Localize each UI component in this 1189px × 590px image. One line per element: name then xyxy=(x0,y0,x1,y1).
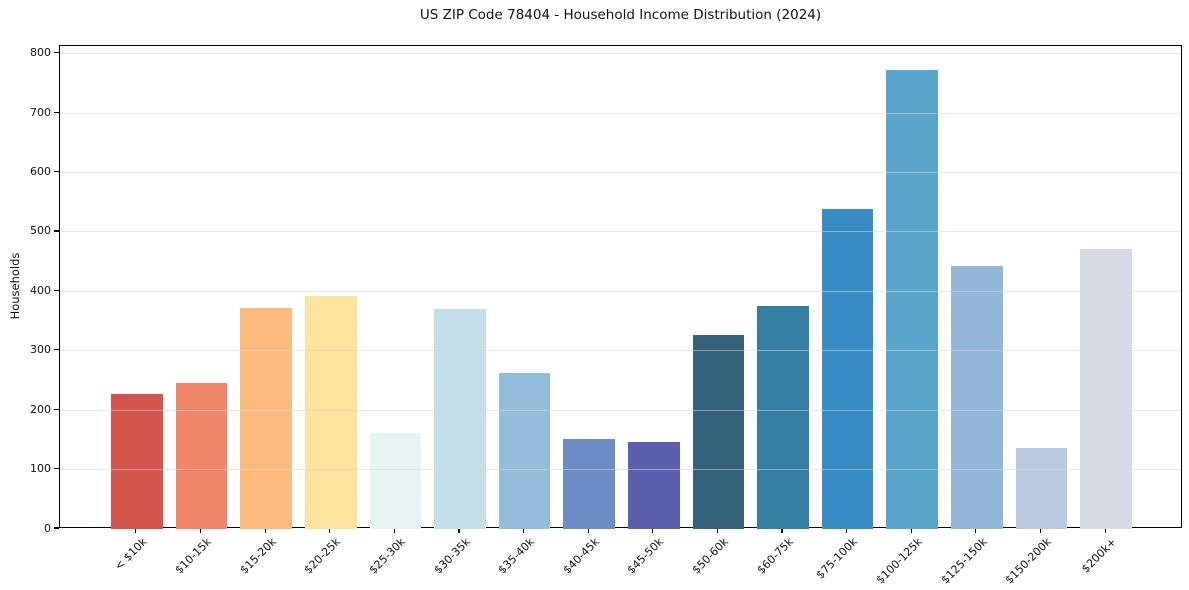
gridline-y-400 xyxy=(60,290,1181,292)
y-tick-label-700: 700 xyxy=(30,105,51,119)
y-tick-mark-500 xyxy=(54,230,59,232)
bar-$35-40k xyxy=(498,372,551,529)
y-tick-mark-200 xyxy=(54,408,59,410)
bar-$20-25k xyxy=(304,296,357,529)
x-tick-mark-$200k+ xyxy=(1104,528,1106,533)
gridline-y-500 xyxy=(60,231,1181,233)
gridline-y-300 xyxy=(60,350,1181,352)
y-tick-label-500: 500 xyxy=(30,224,51,238)
y-tick-mark-700 xyxy=(54,111,59,113)
x-tick-mark-$75-100k xyxy=(846,528,848,533)
y-tick-label-200: 200 xyxy=(30,402,51,416)
x-tick-label-< $10k: < $10k xyxy=(111,535,150,573)
x-tick-mark-$20-25k xyxy=(329,528,331,533)
chart-title: US ZIP Code 78404 - Household Income Dis… xyxy=(419,7,822,23)
bar-$50-60k xyxy=(692,334,745,529)
x-tick-label-$15-20k: $15-20k xyxy=(237,535,279,577)
y-tick-label-800: 800 xyxy=(30,46,51,60)
x-tick-mark-$45-50k xyxy=(652,528,654,533)
x-tick-mark-$30-35k xyxy=(458,528,460,533)
bar-$10-15k xyxy=(175,382,228,529)
x-tick-label-$10-15k: $10-15k xyxy=(172,535,215,577)
x-tick-label-$50-60k: $50-60k xyxy=(689,535,731,577)
x-tick-mark-$150-200k xyxy=(1039,528,1042,533)
x-tick-label-$25-30k: $25-30k xyxy=(366,535,408,577)
x-tick-mark-$15-20k xyxy=(264,528,266,533)
x-tick-mark-$60-75k xyxy=(781,528,783,533)
x-tick-mark-$10-15k xyxy=(199,528,202,533)
y-tick-label-100: 100 xyxy=(30,462,51,476)
bar-$100-125k xyxy=(886,69,939,529)
x-tick-label-$20-25k: $20-25k xyxy=(301,535,344,577)
x-tick-mark-$25-30k xyxy=(393,528,395,533)
bar-< $10k xyxy=(111,394,163,529)
x-tick-mark-< $10k xyxy=(135,528,137,533)
gridline-y-800 xyxy=(60,53,1181,55)
y-tick-mark-0 xyxy=(54,527,59,529)
bar-$60-75k xyxy=(757,305,809,529)
gridline-y-100 xyxy=(60,469,1181,471)
y-tick-mark-600 xyxy=(54,170,59,173)
x-tick-label-$60-75k: $60-75k xyxy=(754,535,796,577)
bar-$30-35k xyxy=(434,309,486,529)
x-tick-label-$75-100k: $75-100k xyxy=(813,535,861,582)
gridline-y-600 xyxy=(60,172,1181,174)
x-tick-label-$40-45k: $40-45k xyxy=(560,535,602,577)
x-tick-label-$125-150k: $125-150k xyxy=(938,535,990,587)
x-tick-mark-$35-40k xyxy=(522,528,525,533)
y-tick-mark-300 xyxy=(54,349,59,351)
x-tick-label-$35-40k: $35-40k xyxy=(495,535,538,577)
y-tick-mark-100 xyxy=(54,467,59,470)
bar-$40-45k xyxy=(563,439,616,529)
plot-area xyxy=(59,45,1182,529)
bar-$75-100k xyxy=(821,209,874,529)
y-tick-label-300: 300 xyxy=(30,343,51,357)
x-tick-label-$150-200k: $150-200k xyxy=(1002,535,1054,587)
x-tick-mark-$100-125k xyxy=(910,528,912,533)
y-tick-label-0: 0 xyxy=(44,521,51,535)
y-tick-label-400: 400 xyxy=(30,283,51,297)
gridline-y-700 xyxy=(60,112,1181,114)
x-tick-label-$30-35k: $30-35k xyxy=(431,535,473,577)
bar-$45-50k xyxy=(627,442,680,529)
bar-$150-200k xyxy=(1015,447,1068,529)
x-tick-mark-$125-150k xyxy=(975,528,977,533)
bar-$15-20k xyxy=(240,307,292,529)
gridline-y-200 xyxy=(60,409,1181,411)
x-tick-label-$100-125k: $100-125k xyxy=(873,535,925,587)
y-tick-mark-800 xyxy=(54,52,59,54)
y-tick-mark-400 xyxy=(54,289,59,291)
y-tick-label-600: 600 xyxy=(30,165,51,179)
bar-$125-150k xyxy=(951,265,1003,529)
x-tick-mark-$40-45k xyxy=(587,528,589,533)
x-tick-label-$200k+: $200k+ xyxy=(1078,535,1119,576)
bar-$200k+ xyxy=(1080,249,1132,529)
x-tick-mark-$50-60k xyxy=(716,528,718,533)
bar-$25-30k xyxy=(369,433,422,529)
x-tick-label-$45-50k: $45-50k xyxy=(625,535,667,577)
